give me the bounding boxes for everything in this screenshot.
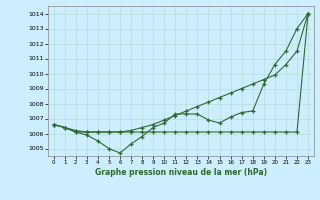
X-axis label: Graphe pression niveau de la mer (hPa): Graphe pression niveau de la mer (hPa)	[95, 168, 267, 177]
